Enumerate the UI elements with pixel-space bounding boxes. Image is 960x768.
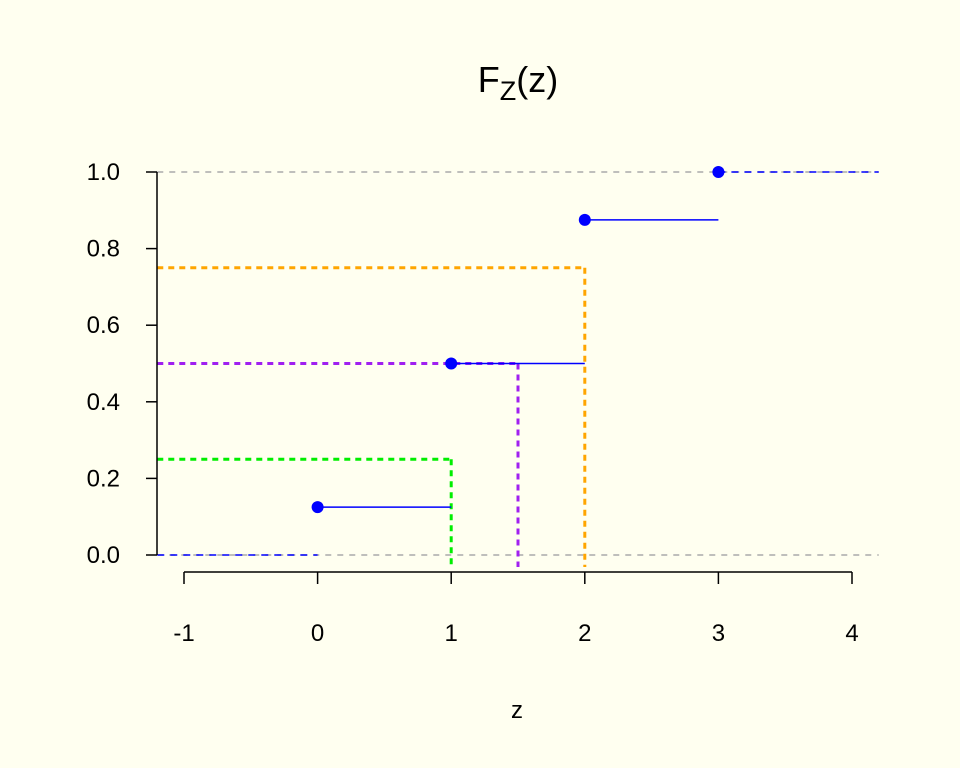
x-tick-label-4: 3 xyxy=(712,620,725,647)
x-tick-label-1: 0 xyxy=(311,620,324,647)
step-point-3 xyxy=(578,213,591,226)
y-tick-label-2: 0.4 xyxy=(87,389,120,416)
x-axis-label: z xyxy=(511,697,523,724)
y-tick-label-4: 0.8 xyxy=(87,236,120,263)
step-point-2 xyxy=(445,357,458,370)
y-axis: 0.0 0.2 0.4 0.6 0.8 1.0 xyxy=(87,159,158,569)
chart-title-subscript: Z xyxy=(500,76,517,106)
cdf-steps xyxy=(157,171,879,556)
x-tick-label-3: 2 xyxy=(578,620,591,647)
chart-title-suffix: (z) xyxy=(516,59,558,100)
chart-title-main: F xyxy=(478,59,500,100)
x-tick-label-5: 4 xyxy=(845,620,858,647)
step-point-4 xyxy=(712,166,725,178)
y-tick-label-0: 0.0 xyxy=(87,542,120,569)
y-tick-label-5: 1.0 xyxy=(87,159,120,186)
x-tick-label-0: -1 xyxy=(173,620,194,647)
y-tick-label-1: 0.2 xyxy=(87,465,120,492)
cdf-points xyxy=(311,166,725,514)
x-axis: -1 0 1 2 3 4 xyxy=(173,571,859,647)
x-tick-label-2: 1 xyxy=(445,620,458,647)
chart-title: FZ(z) xyxy=(478,59,558,106)
quantile-guides xyxy=(157,266,587,567)
step-point-1 xyxy=(311,501,324,514)
y-tick-label-3: 0.6 xyxy=(87,312,120,339)
